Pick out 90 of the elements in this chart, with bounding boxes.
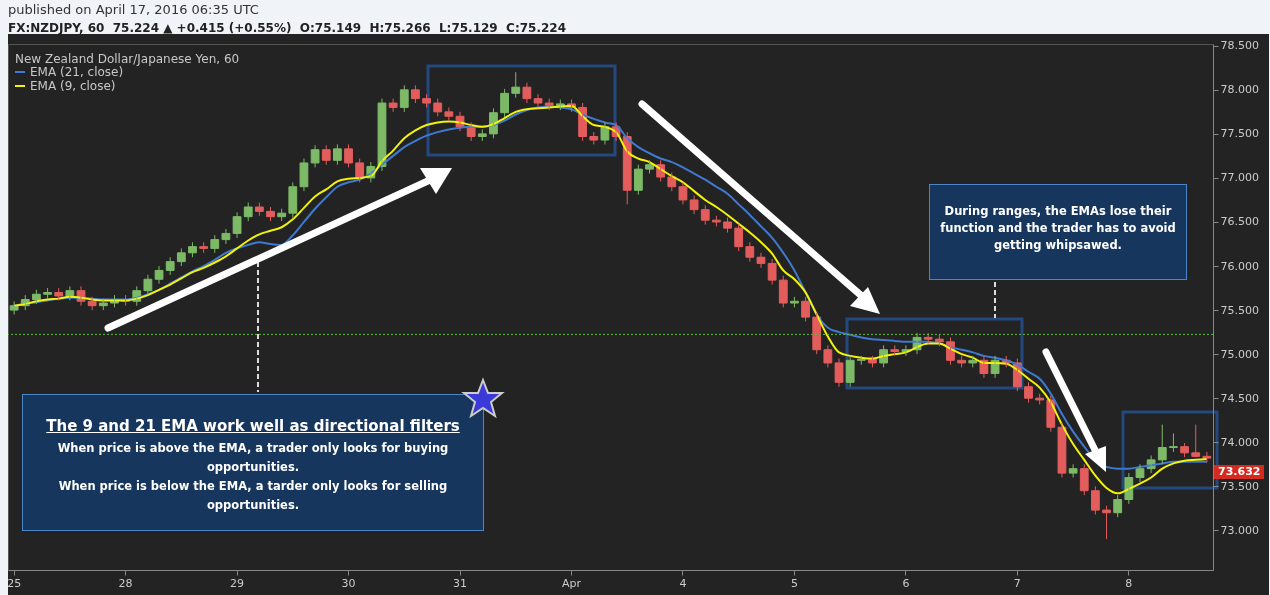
candlestick — [790, 296, 799, 308]
y-tick-label: 77.000 — [1220, 171, 1259, 185]
chart-subtitle: FX:NZDJPY, 60 75.224 ▲ +0.415 (+0.55%) O:75.149 H:75.266 L:75.129 C:75.224 — [8, 21, 566, 35]
candlestick — [1113, 494, 1123, 518]
y-tick-label: 73.500 — [1220, 479, 1259, 493]
candlestick — [1169, 432, 1178, 453]
candlestick — [533, 93, 543, 108]
candlestick — [834, 358, 844, 388]
x-tick-label: 28 — [118, 576, 133, 590]
y-tick-label: 73.000 — [1220, 523, 1259, 537]
candlestick — [299, 158, 309, 192]
candlestick — [399, 84, 409, 113]
text: New Zealand Dollar/Japanese Yen, 60 — [15, 52, 240, 66]
candlestick — [188, 241, 197, 258]
x-tick-label: 29 — [230, 576, 245, 590]
legend-label: EMA (21, close) — [30, 65, 124, 79]
annotation: When price is above the EMA, a trader only looks for buying opportunities. When price is below the EMA, a tarder only looks for selling opportunities. — [56, 440, 450, 514]
candlestick — [344, 143, 353, 168]
candlestick — [778, 275, 788, 308]
y-tick-label: 74.500 — [1220, 391, 1259, 405]
x-tick-label: 4 — [679, 576, 687, 590]
candlestick — [332, 143, 342, 166]
candlestick — [589, 131, 599, 145]
candlestick — [1135, 463, 1145, 483]
candlestick — [633, 164, 643, 196]
candlestick — [968, 355, 978, 368]
candlestick — [411, 84, 420, 104]
candlestick — [1035, 393, 1045, 405]
candlestick — [856, 355, 866, 366]
candlestick — [890, 344, 900, 357]
y-tick-label: 74.000 — [1220, 435, 1259, 449]
candlestick — [243, 202, 253, 222]
y-tick-label: 78.500 — [1220, 39, 1259, 53]
candlestick — [199, 241, 209, 254]
candlestick — [712, 215, 721, 227]
y-tick-label: 75.500 — [1220, 303, 1259, 317]
x-tick-label: Apr — [561, 576, 582, 590]
candlestick — [868, 355, 877, 368]
candlestick — [321, 144, 331, 166]
candlestick — [544, 98, 554, 111]
candlestick — [254, 202, 264, 217]
candlestick — [745, 241, 755, 263]
candlestick — [1102, 505, 1111, 540]
candlestick — [422, 93, 431, 108]
candlestick — [511, 71, 521, 99]
candlestick — [700, 204, 710, 226]
y-tick-label: 78.000 — [1220, 83, 1259, 97]
x-tick-label: 30 — [341, 576, 356, 590]
candlestick — [43, 287, 52, 300]
candlestick — [477, 128, 487, 142]
x-tick-label: 8 — [1125, 576, 1133, 590]
candlestick — [801, 296, 810, 323]
text: published on April 17, 2016 06:35 UTC — [8, 2, 259, 17]
candlestick — [288, 181, 298, 219]
candlestick — [723, 217, 732, 234]
y-tick-label: 76.500 — [1220, 215, 1259, 229]
candlestick — [1091, 485, 1100, 515]
x-tick-label: 7 — [1013, 576, 1021, 590]
candlestick — [54, 287, 64, 301]
text: 73.632 — [1214, 465, 1264, 479]
y-tick-label: 77.500 — [1220, 127, 1259, 141]
x-tick-label: 31 — [453, 576, 468, 590]
candlestick — [1180, 442, 1189, 458]
x-tick-label: 25 — [7, 576, 22, 590]
candlestick — [1157, 424, 1167, 465]
candlestick — [500, 88, 509, 118]
candlestick — [756, 252, 766, 269]
candlestick — [645, 159, 654, 175]
callout-box: During ranges, the EMAs lose their function and the trader has to avoid getting whipsawed. — [929, 184, 1187, 280]
candlestick — [957, 355, 967, 368]
candlestick — [176, 247, 186, 267]
candlestick — [1079, 463, 1089, 496]
candlestick — [154, 265, 164, 285]
legend-label: EMA (9, close) — [30, 79, 116, 93]
annotation: The 9 and 21 EMA work well as directional filters — [45, 417, 461, 435]
candlestick — [98, 298, 108, 311]
y-tick-label: 76.000 — [1220, 259, 1259, 273]
candlestick — [845, 355, 855, 388]
candlestick — [678, 181, 688, 205]
candlestick — [923, 332, 933, 345]
callout-box: The 9 and 21 EMA work well as directional filters When price is above the EMA, a trader only looks for buying opportunities. When price is below the EMA, a tarder only looks for selling opportunities. — [22, 394, 484, 531]
candlestick — [734, 223, 744, 252]
candlestick — [433, 98, 443, 117]
candlestick — [1024, 381, 1033, 404]
x-tick-label: 5 — [790, 576, 798, 590]
x-tick-label: 6 — [902, 576, 910, 590]
candlestick — [1191, 424, 1201, 458]
y-tick-label: 75.000 — [1220, 347, 1259, 361]
candlestick — [165, 256, 175, 276]
candlestick — [210, 234, 220, 254]
